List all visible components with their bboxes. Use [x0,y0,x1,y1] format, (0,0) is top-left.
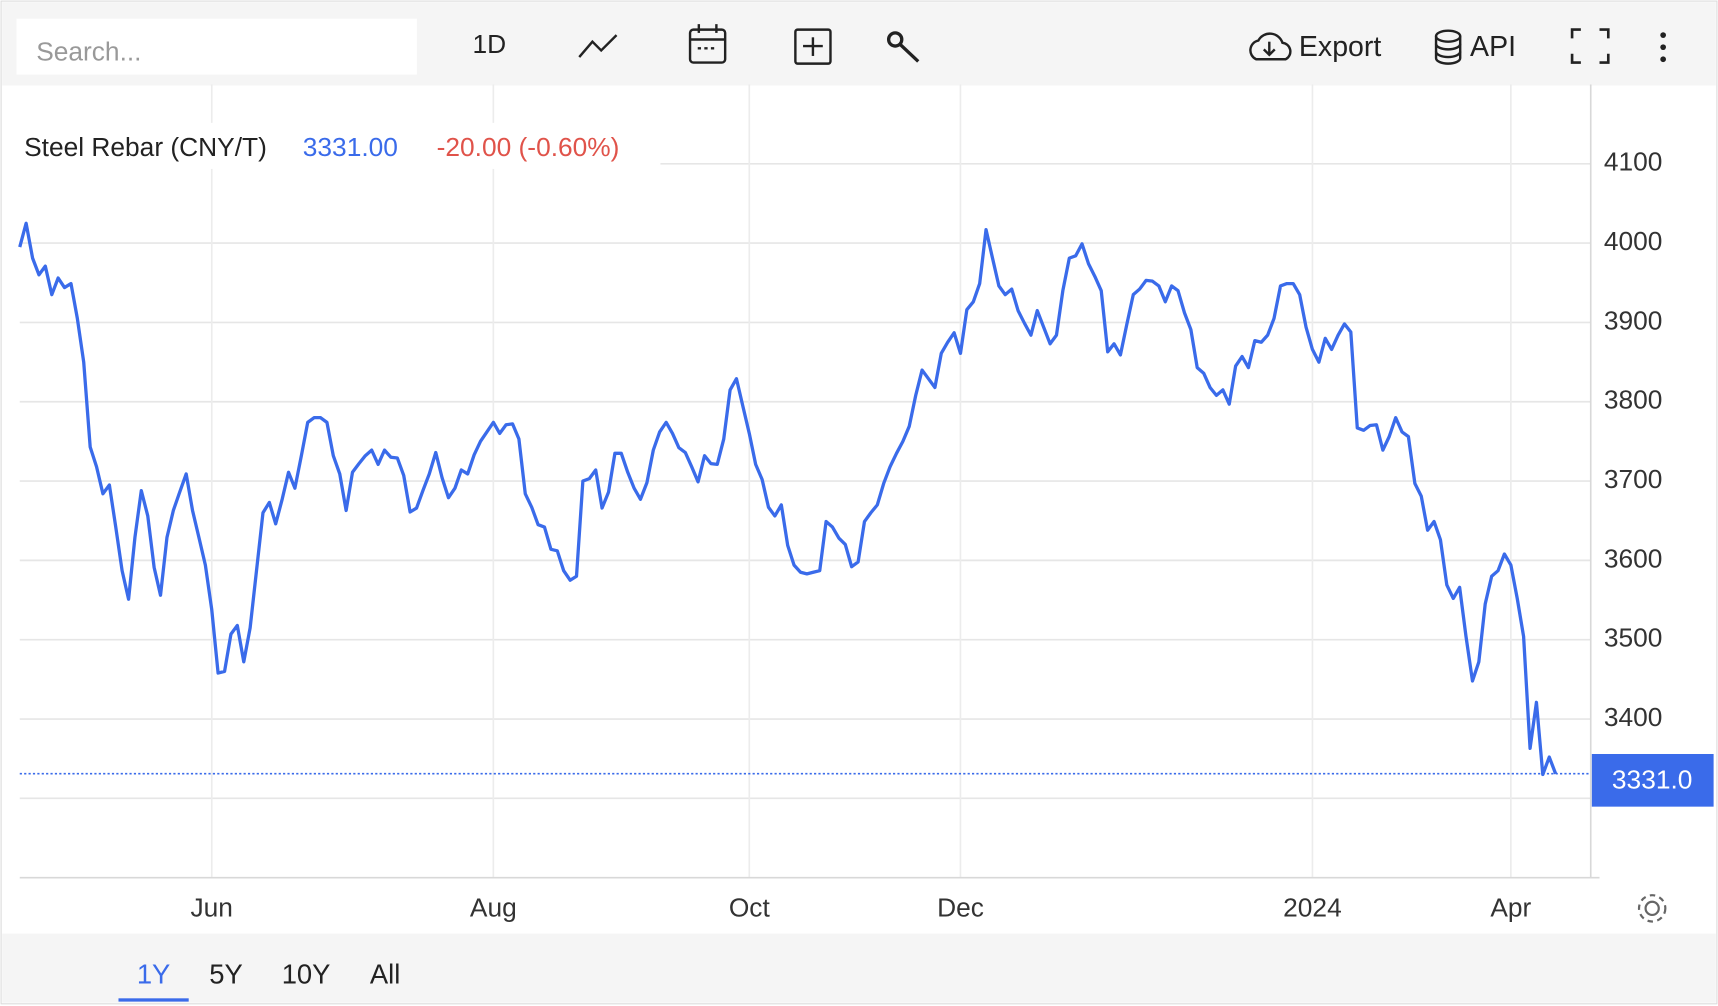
range-button[interactable]: All [370,959,400,990]
price-line [18,221,1558,777]
y-tick-label: 3600 [1604,543,1663,573]
range-bar [2,933,1716,1003]
calendar-icon[interactable] [688,24,727,64]
interval-button[interactable]: 1D [472,29,506,59]
api-icon[interactable] [1434,29,1462,65]
fullscreen-icon[interactable] [1570,28,1610,64]
more-icon[interactable] [1660,32,1666,63]
x-tick-label: Apr [1490,892,1531,922]
y-tick-label: 4000 [1604,226,1663,256]
export-icon[interactable] [1249,32,1292,61]
y-tick-label: 3500 [1604,623,1663,653]
range-selected-underline [118,998,189,1002]
x-tick-label: Dec [937,892,984,922]
y-tick-label: 3700 [1604,464,1663,494]
api-button[interactable]: API [1470,31,1516,63]
last-price: 3331.00 [303,132,398,162]
x-tick-label: Oct [729,892,771,922]
compare-icon[interactable] [794,28,832,65]
settings-wrench-icon[interactable] [886,31,920,63]
chart-settings-icon[interactable] [1637,894,1667,923]
series-name: Steel Rebar (CNY/T) [24,132,267,162]
x-tick-label: 2024 [1283,892,1342,922]
search-box[interactable] [16,18,417,75]
x-tick-label: Jun [191,892,233,922]
y-tick-label: 3800 [1604,385,1663,415]
y-tick-label: 4100 [1604,147,1663,177]
range-button[interactable]: 10Y [282,959,331,990]
x-tick-label: Aug [470,892,517,922]
price-tag-label: 3331.0 [1612,764,1692,794]
legend-bg [10,122,661,169]
export-button[interactable]: Export [1299,31,1381,63]
price-tag [1591,753,1714,807]
search-placeholder: Search... [36,37,141,67]
plot: 330034003500360037003800390040004100JunA… [18,84,1714,922]
range-button[interactable]: 5Y [209,959,243,990]
range-buttons: 1Y 5Y 10Y All [118,959,400,1002]
y-tick-label: 3900 [1604,305,1663,335]
range-button[interactable]: 1Y [137,959,171,990]
y-tick-label: 3400 [1604,702,1663,732]
price-change: -20.00 (-0.60%) [437,132,620,162]
chart-type-icon[interactable] [578,34,618,58]
